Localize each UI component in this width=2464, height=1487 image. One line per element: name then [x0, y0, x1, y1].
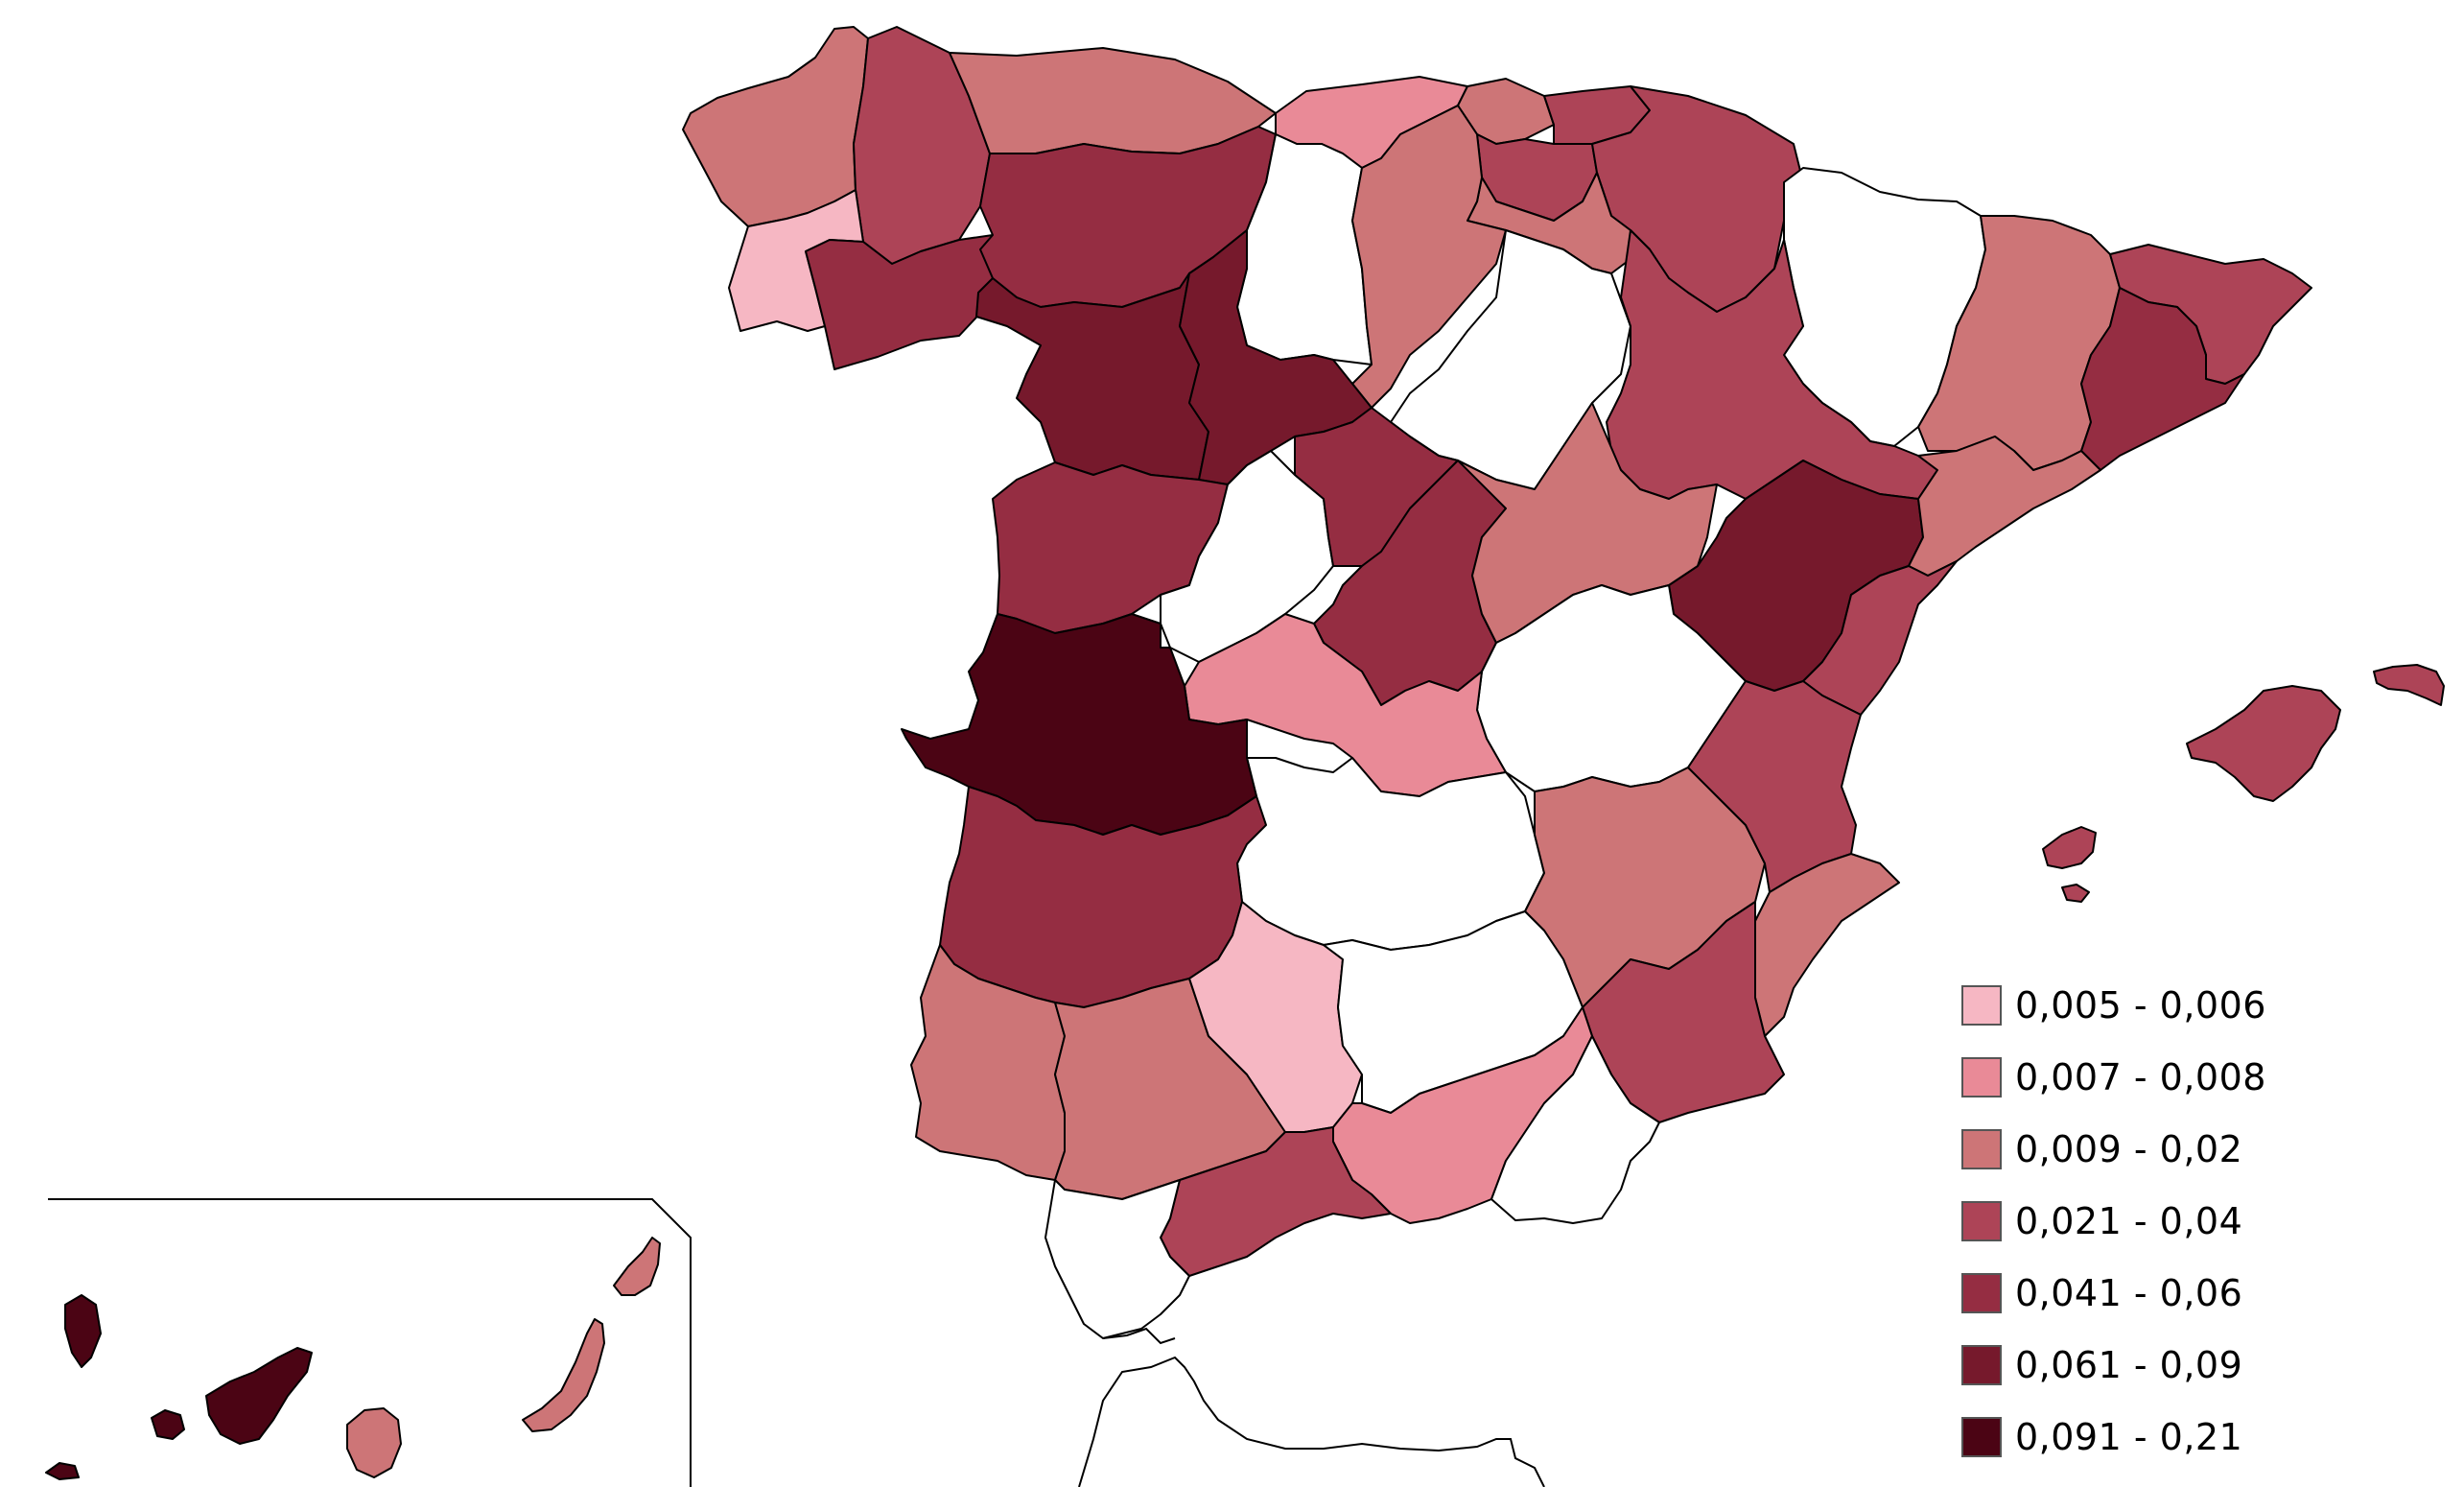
legend-item: 0,005 - 0,006 [1961, 969, 2364, 1041]
province-a-coruna [682, 26, 869, 227]
province-tarragona [1908, 436, 2101, 577]
legend-swatch [1961, 1416, 2002, 1457]
legend-label: 0,009 - 0,02 [2015, 1127, 2243, 1170]
province-burgos [1351, 105, 1507, 409]
legend-swatch [1961, 984, 2002, 1026]
legend-label: 0,091 - 0,21 [2015, 1415, 2243, 1458]
province-toledo [1184, 613, 1507, 797]
legend: 0,005 - 0,006 0,007 - 0,008 0,009 - 0,02… [1961, 969, 2364, 1473]
island-el-hierro [45, 1462, 80, 1480]
island-mallorca [2186, 685, 2341, 802]
legend-swatch [1961, 1128, 2002, 1169]
legend-item: 0,041 - 0,06 [1961, 1257, 2364, 1329]
island-menorca [2373, 664, 2445, 706]
province-barcelona [2080, 287, 2245, 471]
island-fuerteventura [522, 1318, 605, 1432]
province-zamora [975, 272, 1209, 481]
island-la-palma [64, 1294, 102, 1368]
province-salamanca [992, 461, 1229, 634]
legend-label: 0,021 - 0,04 [2015, 1199, 2243, 1242]
legend-swatch [1961, 1056, 2002, 1098]
legend-item: 0,009 - 0,02 [1961, 1113, 2364, 1185]
legend-item: 0,061 - 0,09 [1961, 1329, 2364, 1401]
canary-inset-frame [48, 1198, 692, 1487]
province-almeria [1490, 1035, 1660, 1224]
legend-item: 0,021 - 0,04 [1961, 1185, 2364, 1257]
island-formentera [2061, 884, 2090, 903]
province-valencia [1687, 680, 1862, 893]
island-ibiza [2042, 826, 2097, 869]
legend-label: 0,007 - 0,008 [2015, 1055, 2266, 1098]
island-tenerife [205, 1347, 313, 1445]
legend-item: 0,007 - 0,008 [1961, 1041, 2364, 1113]
legend-label: 0,041 - 0,06 [2015, 1271, 2243, 1314]
gibraltar-strait-coast [1102, 1327, 1176, 1345]
legend-swatch [1961, 1200, 2002, 1241]
legend-swatch [1961, 1272, 2002, 1313]
legend-swatch [1961, 1344, 2002, 1385]
province-asturias [949, 47, 1277, 154]
island-lanzarote [613, 1237, 661, 1296]
island-gran-canaria [346, 1407, 402, 1478]
legend-label: 0,061 - 0,09 [2015, 1343, 2243, 1386]
province-guadalajara [1457, 402, 1718, 644]
legend-label: 0,005 - 0,006 [2015, 983, 2266, 1027]
island-la-gomera [151, 1409, 185, 1440]
province-cadiz [1044, 1179, 1190, 1339]
africa-coastline [1078, 1356, 1545, 1487]
legend-item: 0,091 - 0,21 [1961, 1401, 2364, 1473]
